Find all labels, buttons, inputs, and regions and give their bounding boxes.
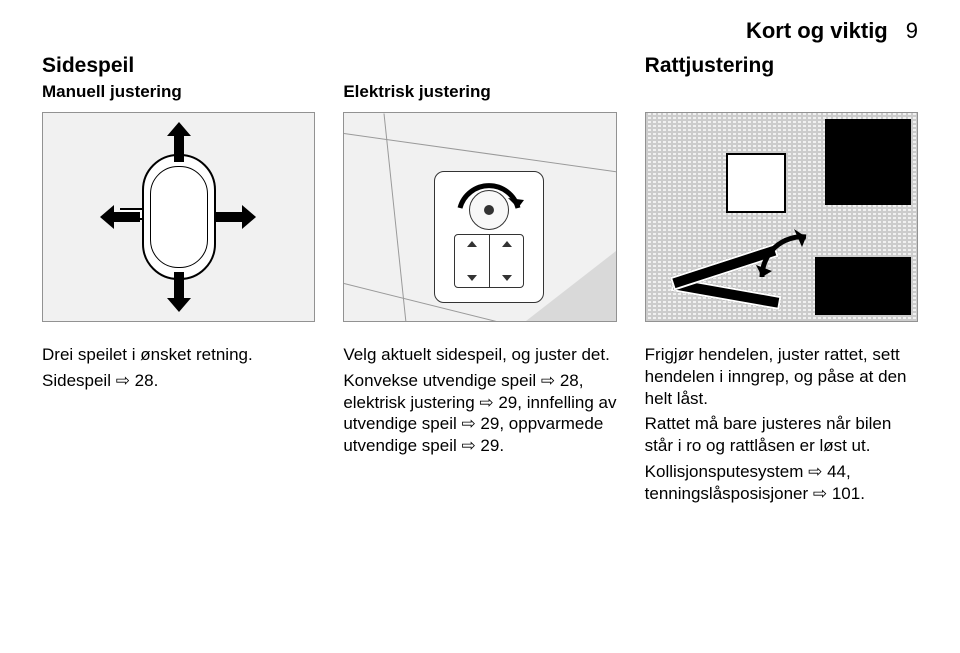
- col3-p2: Rattet må bare justeres når bilen står i…: [645, 413, 918, 457]
- col1-heading: Sidespeil: [42, 54, 315, 78]
- col3-heading: Rattjustering: [645, 54, 918, 78]
- col3-p3: Kollisjonsputesystem ⇨ 44, tenningslåspo…: [645, 461, 918, 505]
- illustration-manual-mirror: [42, 112, 315, 322]
- col2-p2: Konvekse utvendige speil ⇨ 28, elektrisk…: [343, 370, 616, 457]
- arrow-up-icon: [174, 132, 184, 162]
- mirror-adjust-knob: [469, 190, 509, 230]
- rocker-right: [490, 235, 524, 287]
- steering-diagram: [646, 113, 917, 321]
- col2-body: Velg aktuelt sidespeil, og juster det. K…: [343, 344, 616, 461]
- col1-p2: Sidespeil ⇨ 28.: [42, 370, 315, 392]
- arrow-right-icon: [216, 212, 246, 222]
- col2-subheading: Elektrisk justering: [343, 82, 616, 102]
- page-header: Kort og viktig 9: [42, 18, 918, 44]
- xref-icon: ⇨ 28.: [116, 371, 159, 390]
- col-elektrisk: . Elektrisk justering: [343, 54, 616, 508]
- col-rattjustering: Rattjustering . Frig: [645, 54, 918, 508]
- col1-p1: Drei speilet i ønsket retning.: [42, 344, 315, 366]
- col1-p2-pre: Sidespeil: [42, 371, 116, 390]
- col3-p1: Frigjør hendelen, juster rattet, sett he…: [645, 344, 918, 409]
- col3-body: Frigjør hendelen, juster rattet, sett he…: [645, 344, 918, 508]
- illustration-electric-mirror: [343, 112, 616, 322]
- col2-p1: Velg aktuelt sidespeil, og juster det.: [343, 344, 616, 366]
- page-number: 9: [906, 18, 918, 44]
- door-panel-diagram: [344, 113, 615, 321]
- col1-subheading: Manuell justering: [42, 82, 315, 102]
- window-rocker-switches: [454, 234, 524, 288]
- arrow-down-icon: [174, 272, 184, 302]
- chapter-title: Kort og viktig: [746, 18, 888, 44]
- rocker-left: [455, 235, 490, 287]
- illustration-steering-adjust: [645, 112, 918, 322]
- mirror-diagram: [120, 132, 238, 302]
- columns: Sidespeil Manuell justering Drei speilet…: [42, 54, 918, 508]
- col-sidespeil: Sidespeil Manuell justering Drei speilet…: [42, 54, 315, 508]
- arrow-left-icon: [110, 212, 140, 222]
- col1-body: Drei speilet i ønsket retning. Sidespeil…: [42, 344, 315, 396]
- manual-page: Kort og viktig 9 Sidespeil Manuell juste…: [0, 0, 960, 653]
- lever-motion-arc-icon: [756, 227, 816, 287]
- mirror-switch-pad: [434, 171, 544, 303]
